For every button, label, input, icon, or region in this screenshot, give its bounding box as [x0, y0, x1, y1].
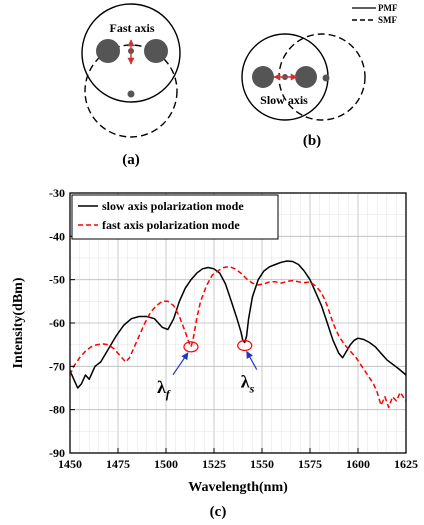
x-tick-label: 1450 — [58, 457, 82, 471]
legend-smf-label: SMF — [378, 15, 398, 25]
x-tick-label: 1550 — [250, 457, 274, 471]
chart-legend: slow axis polarization mode fast axis po… — [71, 194, 279, 240]
x-axis-label: Wavelength(nm) — [188, 480, 288, 495]
panel-a: Fast axis (a) — [81, 3, 181, 168]
smf-cladding-a — [84, 44, 178, 138]
y-tick-label: -50 — [49, 273, 65, 287]
stress-rod-left-b — [252, 66, 274, 88]
y-tick-label: -60 — [49, 316, 65, 330]
y-tick-label: -30 — [49, 186, 65, 200]
y-axis-label: Intensity(dBm) — [11, 277, 26, 368]
smf-core-b — [322, 74, 330, 82]
y-tick-label: -70 — [49, 359, 65, 373]
caption-c: (c) — [210, 504, 227, 520]
stress-rod-left-a — [96, 39, 120, 63]
x-tick-label: 1525 — [202, 457, 226, 471]
caption-a: (a) — [122, 152, 140, 168]
slow-axis-label: Slow axis — [260, 93, 308, 107]
series-layer — [69, 260, 407, 409]
panel-b: Slow axis (b) — [241, 33, 366, 149]
dip-marker — [183, 341, 199, 353]
x-tick-label: 1600 — [346, 457, 370, 471]
annotation-arrow — [172, 352, 189, 376]
annotation-subscript: s — [249, 382, 255, 396]
x-tick-label: 1500 — [154, 457, 178, 471]
legend-slow-label: slow axis polarization mode — [102, 199, 244, 213]
fast-axis-label: Fast axis — [110, 21, 155, 35]
x-tick-label: 1475 — [106, 457, 130, 471]
pmf-cladding-a — [81, 3, 181, 103]
caption-b: (b) — [303, 133, 321, 149]
spectrum-chart: 1450 1475 1500 1525 1550 1575 1600 1625 -90 -80 -7… — [11, 186, 418, 520]
diagram-legend: PMF SMF — [352, 3, 398, 25]
x-tick-label: 1625 — [394, 457, 418, 471]
ticks: 1450 1475 1500 1525 1550 1575 1600 1625 -90 -80 -7… — [49, 186, 418, 471]
annotation-label: λf — [157, 377, 171, 401]
legend-pmf-label: PMF — [378, 3, 398, 13]
legend-fast-label: fast axis polarization mode — [102, 218, 240, 232]
annotation-subscript: f — [166, 387, 171, 401]
y-tick-label: -80 — [49, 403, 65, 417]
series-line-fast — [69, 265, 407, 409]
legend-box — [71, 194, 279, 240]
series-line-slow — [69, 260, 407, 389]
y-tick-label: -90 — [49, 446, 65, 460]
x-tick-label: 1575 — [298, 457, 322, 471]
dip-marker — [237, 339, 253, 352]
annotation-arrow — [246, 350, 258, 370]
stress-rod-right-a — [144, 39, 168, 63]
stress-rod-right-b — [295, 66, 317, 88]
smf-core-a — [127, 90, 135, 98]
y-tick-label: -40 — [49, 229, 65, 243]
